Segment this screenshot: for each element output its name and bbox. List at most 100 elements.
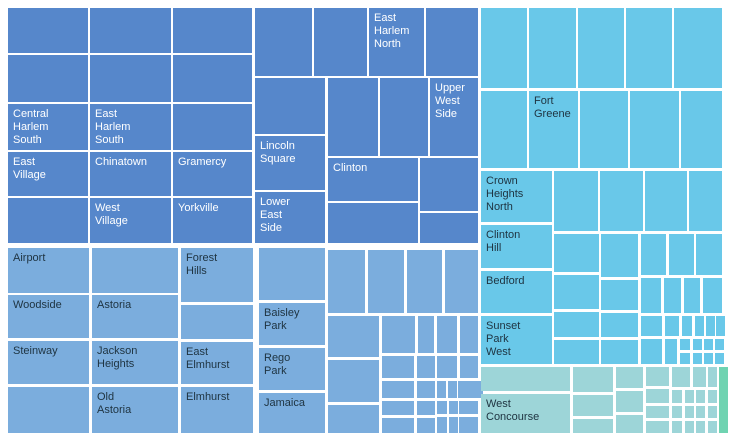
treemap-cell[interactable] [641, 234, 666, 275]
cell-forest-hills[interactable]: Forest Hills [181, 248, 253, 302]
treemap-cell[interactable] [418, 316, 434, 353]
treemap-cell[interactable] [460, 356, 478, 378]
treemap-cell[interactable] [449, 401, 458, 414]
treemap-cell[interactable] [641, 278, 661, 313]
cell-sunset-park-west[interactable]: Sunset Park West [481, 316, 552, 364]
cell-jackson-heights[interactable]: Jackson Heights [92, 341, 178, 384]
treemap-cell[interactable] [601, 340, 638, 364]
treemap-cell[interactable] [696, 234, 722, 275]
treemap-cell[interactable] [173, 8, 252, 53]
treemap-cell[interactable] [328, 316, 379, 357]
treemap-cell[interactable] [600, 171, 643, 231]
treemap-cell[interactable] [685, 421, 694, 433]
treemap-cell[interactable] [437, 356, 457, 378]
treemap-cell[interactable] [90, 55, 171, 102]
treemap-cell[interactable] [426, 8, 478, 76]
cell-east-village[interactable]: East Village [8, 152, 88, 196]
treemap-cell[interactable] [715, 339, 724, 350]
treemap-cell[interactable] [645, 171, 687, 231]
treemap-cell[interactable] [704, 353, 713, 364]
treemap-cell[interactable] [684, 278, 700, 313]
treemap-cell[interactable] [382, 401, 414, 415]
treemap-cell[interactable] [328, 405, 379, 433]
treemap-cell[interactable] [8, 198, 88, 243]
treemap-cell[interactable] [8, 55, 88, 102]
cell-east-harlem-south[interactable]: East Harlem South [90, 104, 171, 150]
treemap-cell[interactable] [554, 340, 599, 364]
cell-yorkville[interactable]: Yorkville [173, 198, 252, 243]
cell-baisley-park[interactable]: Baisley Park [259, 303, 325, 345]
treemap-cell[interactable] [672, 367, 690, 387]
treemap-cell[interactable] [417, 401, 435, 415]
treemap-cell[interactable] [328, 360, 379, 402]
treemap-cell[interactable] [460, 316, 478, 353]
cell-clinton-hill[interactable]: Clinton Hill [481, 225, 552, 268]
treemap-cell[interactable] [708, 421, 717, 433]
treemap-cell[interactable] [680, 339, 690, 350]
treemap-cell[interactable] [437, 316, 457, 353]
treemap-cell[interactable] [696, 406, 705, 418]
cell-central-harlem-south[interactable]: Central Harlem South [8, 104, 88, 150]
cell-crown-heights-north[interactable]: Crown Heights North [481, 171, 552, 222]
treemap-cell[interactable] [382, 381, 414, 398]
treemap-cell[interactable] [529, 8, 576, 88]
treemap-cell[interactable] [573, 367, 613, 392]
treemap-cell[interactable] [417, 418, 435, 433]
treemap-cell[interactable] [407, 250, 442, 313]
treemap-cell[interactable] [689, 171, 722, 231]
treemap-cell[interactable] [449, 417, 458, 433]
treemap-cell[interactable] [626, 8, 672, 88]
treemap-cell[interactable] [672, 390, 682, 403]
treemap-cell[interactable] [382, 316, 415, 353]
treemap-cell[interactable] [8, 8, 88, 53]
treemap-cell[interactable] [664, 278, 681, 313]
treemap-cell[interactable] [616, 391, 643, 412]
treemap-cell[interactable] [601, 280, 638, 310]
treemap-cell[interactable] [704, 339, 713, 350]
treemap-cell[interactable] [474, 381, 483, 398]
treemap-cell[interactable] [630, 91, 679, 168]
cell-bedford[interactable]: Bedford [481, 271, 552, 313]
treemap-cell[interactable] [696, 390, 705, 403]
treemap-cell[interactable] [669, 234, 694, 275]
treemap-cell[interactable] [259, 248, 325, 300]
cell-east-harlem-north[interactable]: East Harlem North [369, 8, 424, 76]
cell-lower-east-side[interactable]: Lower East Side [255, 192, 325, 243]
treemap-cell[interactable] [708, 406, 717, 418]
treemap-cell[interactable] [382, 418, 414, 433]
treemap-cell[interactable] [314, 8, 367, 76]
treemap-cell[interactable] [437, 401, 447, 414]
treemap-cell[interactable] [554, 171, 598, 231]
treemap-cell[interactable] [8, 387, 89, 433]
treemap-cell[interactable] [693, 339, 702, 350]
treemap-cell[interactable] [468, 401, 478, 414]
treemap-cell[interactable] [417, 356, 435, 378]
treemap-cell[interactable] [481, 91, 527, 168]
treemap-cell[interactable] [680, 353, 690, 364]
treemap-cell[interactable] [92, 248, 178, 293]
treemap-cell[interactable] [417, 381, 435, 398]
cell-astoria[interactable]: Astoria [92, 295, 178, 338]
treemap-cell[interactable] [685, 406, 694, 418]
treemap-cell[interactable] [601, 313, 638, 337]
treemap-cell[interactable] [173, 104, 252, 150]
treemap-cell[interactable] [601, 234, 638, 277]
treemap-cell[interactable] [437, 381, 446, 398]
treemap-cell[interactable] [328, 78, 378, 156]
treemap-cell[interactable] [573, 395, 613, 416]
cell-jamaica[interactable]: Jamaica [259, 393, 325, 433]
treemap-cell[interactable] [646, 367, 669, 386]
treemap-cell[interactable] [716, 316, 725, 336]
treemap-cell[interactable] [573, 419, 613, 433]
treemap-cell[interactable] [646, 406, 669, 418]
treemap-cell[interactable] [445, 250, 478, 313]
treemap-cell[interactable] [459, 401, 468, 414]
treemap-cell[interactable] [681, 91, 722, 168]
treemap-cell[interactable] [665, 339, 677, 364]
treemap-cell[interactable] [703, 278, 722, 313]
cell-steinway[interactable]: Steinway [8, 341, 89, 384]
treemap-cell[interactable] [693, 353, 702, 364]
treemap-cell[interactable] [665, 316, 679, 336]
treemap-cell[interactable] [674, 8, 722, 88]
treemap-cell[interactable] [467, 381, 476, 398]
